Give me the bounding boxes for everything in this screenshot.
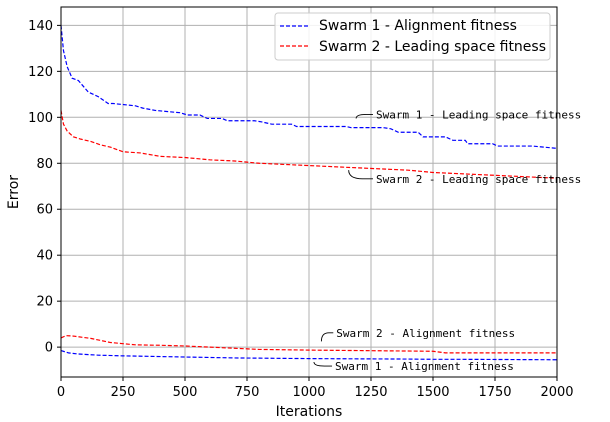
y-axis-label: Error — [6, 175, 22, 209]
x-tick-label: 1250 — [354, 385, 387, 400]
annotation-2: Swarm 2 - Leading space fitness — [376, 173, 581, 186]
axes: 0 250 500 750 1000 1250 1500 1750 2000 0 20 40 60 80 1… — [28, 19, 573, 400]
y-tick-label: 140 — [28, 19, 53, 34]
series-line-3 — [60, 349, 558, 361]
y-tick-label: 80 — [36, 157, 53, 172]
annotation-connector-2 — [348, 170, 373, 180]
y-tick-label: 40 — [36, 249, 53, 264]
x-tick-label: 500 — [173, 385, 198, 400]
y-tick-label: 0 — [45, 341, 53, 356]
x-tick-label: 250 — [111, 385, 136, 400]
x-tick-label: 0 — [57, 385, 65, 400]
legend-box — [274, 12, 551, 61]
legend-label-series-1: Swarm 1 - Alignment fitness — [319, 18, 517, 34]
x-tick-label: 750 — [235, 385, 260, 400]
series-line-4 — [60, 335, 557, 354]
y-tick-label: 20 — [36, 295, 53, 310]
series-line-1 — [60, 25, 558, 149]
y-tick-label: 120 — [28, 65, 53, 80]
x-tick-label: 1750 — [478, 385, 511, 400]
annotation-connector-3 — [320, 332, 334, 342]
x-axis-label: Iterations — [276, 404, 343, 420]
series-layer — [60, 25, 558, 361]
legend: Swarm 1 - Alignment fitness Swarm 2 - Le… — [274, 12, 551, 61]
annotations: Swarm 1 - Leading space fitness Swarm 2 -… — [313, 108, 581, 373]
annotation-4: Swarm 1 - Alignment fitness — [335, 360, 514, 373]
y-tick-label: 100 — [28, 111, 53, 126]
x-tick-label: 2000 — [540, 385, 573, 400]
annotation-3: Swarm 2 - Alignment fitness — [336, 327, 515, 340]
series-line-2 — [60, 110, 558, 179]
x-tick-label: 1500 — [416, 385, 449, 400]
y-tick-label: 60 — [36, 203, 53, 218]
legend-label-series-2: Swarm 2 - Leading space fitness — [319, 39, 546, 55]
annotation-connector-1 — [355, 114, 373, 119]
annotation-1: Swarm 1 - Leading space fitness — [376, 108, 581, 121]
x-tick-label: 1000 — [292, 385, 325, 400]
annotation-connector-4 — [313, 361, 333, 367]
